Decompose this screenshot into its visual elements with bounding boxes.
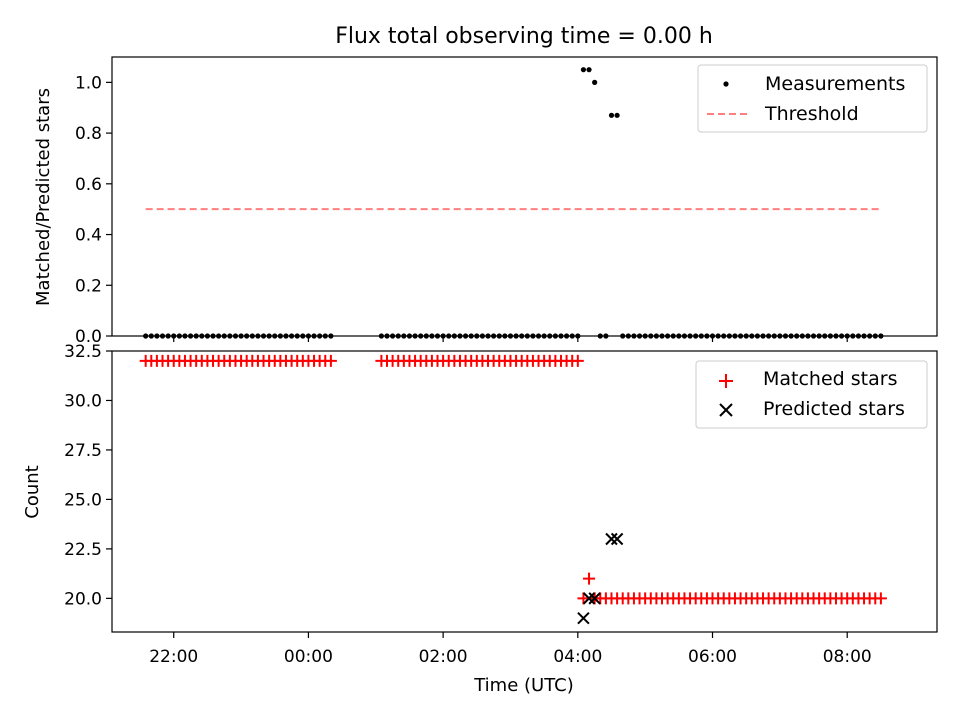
measurement-point <box>608 112 615 118</box>
y-tick-label: 0.6 <box>75 175 102 195</box>
y-tick-label: 0.8 <box>75 124 102 144</box>
predicted-star-point <box>582 592 596 605</box>
measurement-point <box>592 79 598 85</box>
y-tick-label: 1.0 <box>75 73 102 93</box>
predicted-star-point <box>577 611 590 625</box>
bottom-y-axis: 20.0 22.5 25.0 27.5 30.0 32.5 <box>64 342 112 609</box>
top-plot-frame <box>111 56 938 337</box>
y-tick-label: 0.0 <box>75 327 102 347</box>
bottom-y-axis-label: Count <box>22 465 43 518</box>
top-legend-box <box>697 64 928 133</box>
x-tick-label: 22:00 <box>149 647 198 667</box>
y-tick-label: 25.0 <box>64 490 102 510</box>
x-tick-label: 00:00 <box>284 647 333 667</box>
matched-star-point <box>324 354 337 367</box>
x-tick-label: 06:00 <box>688 647 737 667</box>
top-y-axis: 0.0 0.2 0.4 0.6 0.8 1.0 <box>75 73 112 347</box>
y-tick-label: 32.5 <box>64 342 102 362</box>
x-tick-label: 08:00 <box>823 647 872 667</box>
matched-star-point <box>577 592 590 605</box>
x-axis-label: Time (UTC) <box>473 675 574 696</box>
predicted-star-point <box>605 532 618 546</box>
measurement-point <box>586 67 592 73</box>
bottom-legend-box <box>695 360 928 429</box>
y-tick-label: 0.2 <box>75 276 102 296</box>
y-tick-label: 0.4 <box>75 226 102 246</box>
legend-predicted-label: Predicted stars <box>763 398 905 420</box>
top-x-axis-ticks <box>173 336 848 342</box>
legend-predicted-marker <box>719 403 733 417</box>
matched-star-point <box>874 592 887 605</box>
measurement-point <box>580 67 587 73</box>
y-tick-label: 30.0 <box>64 391 102 411</box>
matched-star-point <box>583 572 596 585</box>
legend-measurements-marker <box>723 81 729 87</box>
x-tick-label: 04:00 <box>553 647 602 667</box>
legend-matched-marker <box>719 374 733 388</box>
y-tick-label: 20.0 <box>64 589 102 609</box>
measurement-point <box>614 112 620 118</box>
bottom-marks <box>139 354 887 625</box>
legend-matched-label: Matched stars <box>763 368 897 390</box>
bottom-plot-frame <box>111 350 938 633</box>
legend-measurements-label: Measurements <box>765 73 905 95</box>
matched-star-point <box>571 354 584 367</box>
bottom-panel: 20.0 22.5 25.0 27.5 30.0 32.5 22:00 00:00 02:00… <box>22 342 938 696</box>
predicted-star-point <box>588 592 601 605</box>
top-y-axis-label: Matched/Predicted stars <box>33 88 54 306</box>
top-panel: 0.0 0.2 0.4 0.6 0.8 1.0 Matched/Predicted sta… <box>33 56 938 347</box>
bottom-x-axis: 22:00 00:00 02:00 04:00 06:00 08:00 <box>149 632 872 667</box>
bottom-legend: Matched stars Predicted stars <box>695 360 928 429</box>
predicted-star-point <box>610 532 624 546</box>
chart-title: Flux total observing time = 0.00 h <box>335 24 713 49</box>
legend-threshold-label: Threshold <box>764 103 859 125</box>
y-tick-label: 27.5 <box>64 441 102 461</box>
top-legend: Measurements Threshold <box>697 64 928 133</box>
y-tick-label: 22.5 <box>64 540 102 560</box>
x-tick-label: 02:00 <box>419 647 468 667</box>
